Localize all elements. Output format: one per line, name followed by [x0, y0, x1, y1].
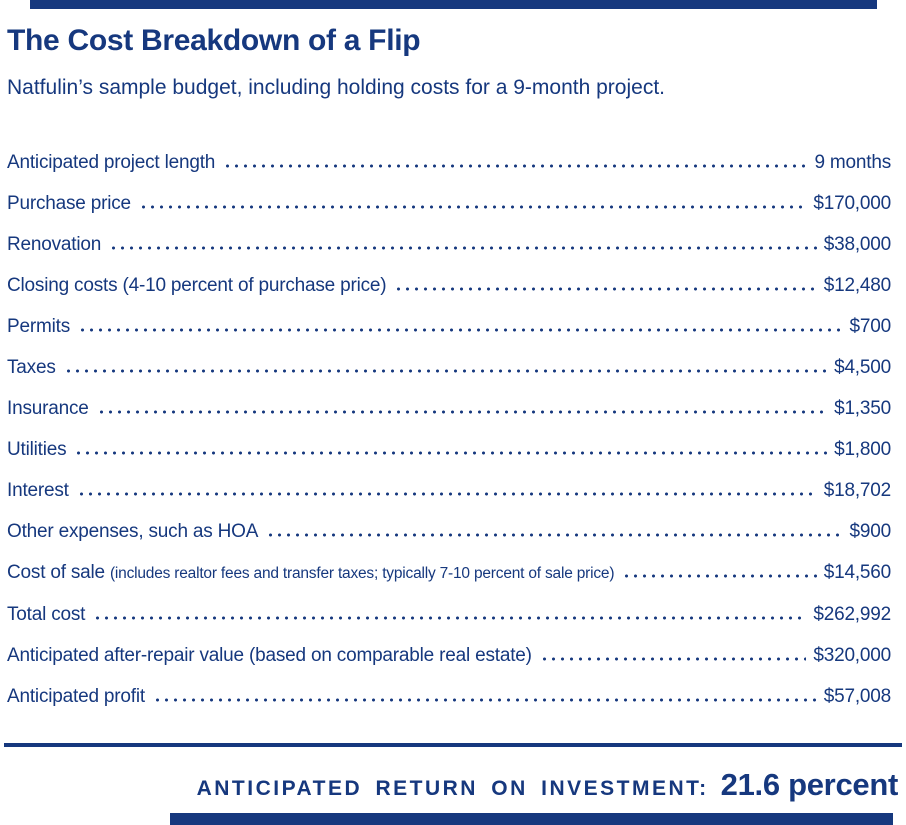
bottom-accent-bar	[170, 813, 893, 825]
item-label: Anticipated project length	[7, 152, 216, 173]
item-value: $57,008	[823, 686, 891, 707]
item-value: $4,500	[834, 357, 891, 378]
item-label: Total cost	[7, 604, 86, 625]
item-value: $170,000	[813, 193, 891, 214]
dot-leader	[94, 410, 828, 414]
dot-leader	[76, 328, 843, 332]
table-row: Anticipated profit $57,008	[7, 685, 891, 709]
item-value: $320,000	[813, 645, 891, 666]
dot-leader	[61, 369, 828, 373]
roi-label: ANTICIPATED RETURN ON INVESTMENT:	[196, 777, 709, 800]
budget-table: Anticipated project length 9 months Purcha…	[7, 151, 891, 709]
item-value: $1,350	[834, 398, 891, 419]
item-note: (includes realtor fees and transfer taxe…	[109, 565, 615, 582]
dot-leader	[221, 164, 808, 168]
item-label: Anticipated after-repair value (based on…	[7, 645, 532, 666]
item-label: Renovation	[7, 234, 102, 255]
item-value: $900	[849, 521, 892, 542]
dot-leader	[91, 616, 807, 620]
item-label: Anticipated profit	[7, 686, 145, 707]
dot-leader	[392, 287, 817, 291]
dot-leader	[136, 205, 807, 209]
item-label: Purchase price	[7, 193, 131, 214]
divider-rule	[4, 743, 902, 747]
table-row: Anticipated after-repair value (based on…	[7, 644, 891, 668]
item-label: Interest	[7, 480, 69, 501]
table-row: Cost of sale (includes realtor fees and t…	[7, 561, 891, 586]
item-value: 9 months	[814, 152, 891, 173]
page-subtitle: Natfulin’s sample budget, including hold…	[7, 76, 665, 99]
table-row: Purchase price $170,000	[7, 192, 891, 216]
item-label: Cost of sale	[7, 562, 105, 583]
roi-line: ANTICIPATED RETURN ON INVESTMENT: 21.6 p…	[7, 765, 899, 809]
item-value: $1,800	[834, 439, 891, 460]
item-value: $700	[849, 316, 892, 337]
dot-leader	[537, 657, 807, 661]
dot-leader	[150, 698, 817, 702]
table-row: Renovation $38,000	[7, 233, 891, 257]
item-label: Permits	[7, 316, 70, 337]
item-label: Other expenses, such as HOA	[7, 521, 259, 542]
table-row: Utilities $1,800	[7, 438, 891, 462]
item-label: Utilities	[7, 439, 67, 460]
dot-leader	[72, 451, 828, 455]
table-row: Anticipated project length 9 months	[7, 151, 891, 175]
item-value: $262,992	[813, 604, 891, 625]
roi-value: 21.6 percent	[720, 767, 899, 802]
table-row: Total cost $262,992	[7, 603, 891, 627]
dot-leader	[107, 246, 817, 250]
table-row: Closing costs (4-10 percent of purchase …	[7, 274, 891, 298]
item-value: $18,702	[823, 480, 891, 501]
item-value: $38,000	[823, 234, 891, 255]
item-label: Insurance	[7, 398, 89, 419]
dot-leader	[620, 574, 817, 578]
item-label: Closing costs (4-10 percent of purchase …	[7, 275, 387, 296]
dot-leader	[264, 533, 843, 537]
dot-leader	[74, 492, 817, 496]
table-row: Other expenses, such as HOA $900	[7, 520, 891, 544]
page-title: The Cost Breakdown of a Flip	[7, 24, 421, 57]
top-accent-bar	[30, 0, 877, 9]
item-value: $12,480	[823, 275, 891, 296]
item-label: Taxes	[7, 357, 56, 378]
table-row: Insurance $1,350	[7, 397, 891, 421]
table-row: Interest $18,702	[7, 479, 891, 503]
table-row: Permits $700	[7, 315, 891, 339]
item-value: $14,560	[823, 562, 891, 583]
table-row: Taxes $4,500	[7, 356, 891, 380]
